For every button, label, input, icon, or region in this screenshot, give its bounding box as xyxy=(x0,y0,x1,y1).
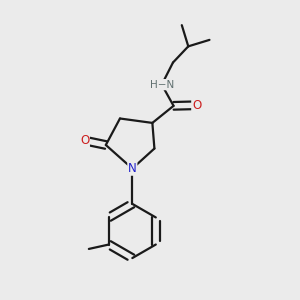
Text: O: O xyxy=(80,134,89,147)
Text: H−N: H−N xyxy=(150,80,174,90)
Text: O: O xyxy=(192,99,201,112)
Text: N: N xyxy=(128,162,137,175)
